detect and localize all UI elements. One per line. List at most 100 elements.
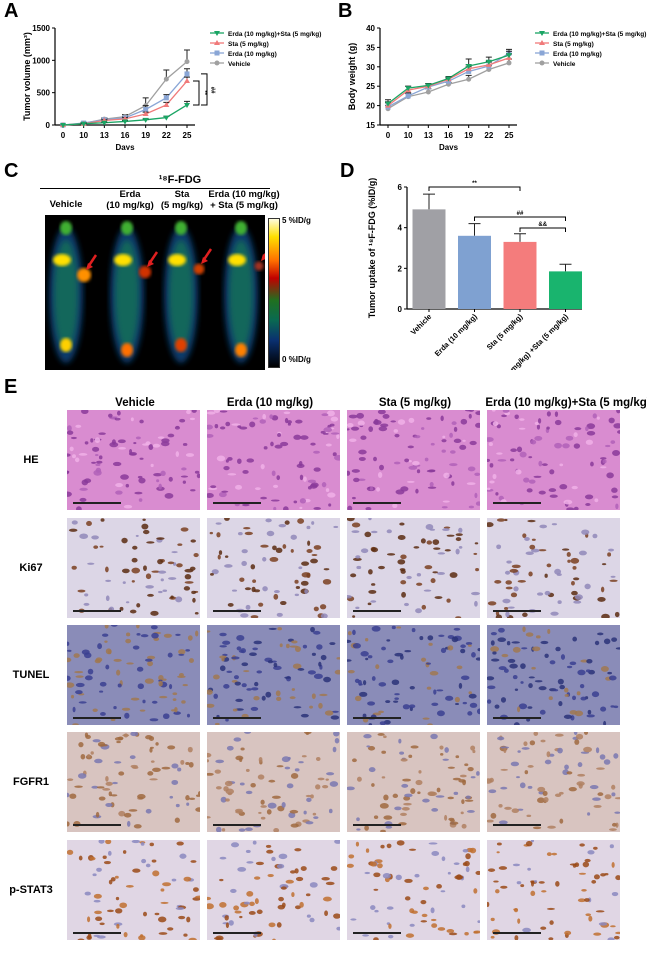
cell-nucleus [601,563,607,566]
cell-nucleus [396,626,402,629]
y-tick-label: 4 [398,224,403,233]
cell-nucleus [505,586,513,590]
brain-signal [235,221,247,235]
cell-nucleus [498,666,507,671]
cell-nucleus [460,648,466,654]
cell-nucleus [241,662,249,667]
cell-nucleus [190,489,196,492]
cell-nucleus [67,675,71,681]
cell-nucleus [415,608,422,614]
cell-nucleus [531,538,536,541]
cell-nucleus [164,492,174,499]
cell-nucleus [140,634,149,638]
cell-nucleus [158,932,168,935]
cell-nucleus [92,708,98,712]
cell-nucleus [513,908,519,913]
cell-nucleus [142,529,150,535]
cell-nucleus [576,691,581,696]
cell-nucleus [195,807,200,812]
cell-nucleus [358,449,367,455]
cell-nucleus [175,803,180,808]
cell-nucleus [365,637,369,642]
scale-bar [493,717,541,719]
cell-nucleus [94,437,101,443]
cell-nucleus [566,771,573,775]
cell-nucleus [430,733,438,740]
cell-nucleus [401,591,406,598]
cell-nucleus [74,457,80,463]
cell-nucleus [611,792,616,797]
cell-nucleus [487,601,497,606]
cell-nucleus [310,558,318,564]
cell-nucleus [99,545,104,548]
cell-nucleus [447,796,454,800]
cell-nucleus [107,850,112,856]
cell-nucleus [584,583,591,590]
histology-image [347,840,480,940]
cell-nucleus [287,422,291,426]
cell-nucleus [69,793,77,799]
histology-image [487,518,620,618]
cell-nucleus [453,627,461,631]
cell-nucleus [448,932,458,936]
cell-nucleus [558,701,563,707]
cell-nucleus [609,925,616,928]
cell-nucleus [379,721,387,725]
cell-nucleus [461,904,466,909]
cell-nucleus [91,461,97,464]
cell-nucleus [167,561,175,565]
cell-nucleus [574,862,580,868]
marker-circle [163,76,169,82]
cell-nucleus [245,768,250,772]
cell-nucleus [91,535,99,540]
cell-nucleus [383,815,393,820]
cell-nucleus [442,435,446,439]
cell-nucleus [213,410,221,414]
cell-nucleus [512,674,518,680]
scale-bar [353,502,401,504]
cell-nucleus [487,778,493,784]
cell-nucleus [474,472,480,477]
cell-nucleus [395,874,402,881]
cell-nucleus [356,776,362,782]
cell-nucleus [388,923,392,929]
cell-nucleus [611,862,615,868]
cell-nucleus [132,545,138,550]
cell-nucleus [374,909,379,913]
cell-nucleus [432,539,440,545]
cell-nucleus [470,745,476,751]
cell-nucleus [414,873,420,878]
heart-signal [228,254,246,266]
cell-nucleus [543,796,549,803]
cell-nucleus [546,852,552,857]
cell-nucleus [574,710,584,717]
significance-bracket [201,73,208,106]
cell-nucleus [581,529,590,535]
cell-nucleus [597,792,604,797]
cell-nucleus [178,649,186,655]
cell-nucleus [591,691,600,698]
cell-nucleus [305,732,310,735]
cell-nucleus [607,937,615,940]
cell-nucleus [325,778,329,781]
cell-nucleus [418,770,422,774]
cell-nucleus [602,459,607,464]
histology-image [207,625,340,725]
cell-nucleus [157,436,165,439]
cell-nucleus [260,805,267,808]
cell-nucleus [391,625,396,630]
cell-nucleus [278,896,284,902]
y-tick-label: 1000 [32,56,50,65]
cell-nucleus [444,814,448,821]
cell-nucleus [408,848,417,851]
cell-nucleus [501,653,509,658]
cell-nucleus [243,901,250,905]
cell-nucleus [380,829,386,832]
bladder-signal [175,338,187,352]
cell-nucleus [262,586,268,592]
cell-nucleus [239,915,243,919]
cell-nucleus [224,518,230,521]
cell-nucleus [474,492,478,499]
cell-nucleus [410,788,416,794]
y-tick-label: 20 [366,102,375,111]
